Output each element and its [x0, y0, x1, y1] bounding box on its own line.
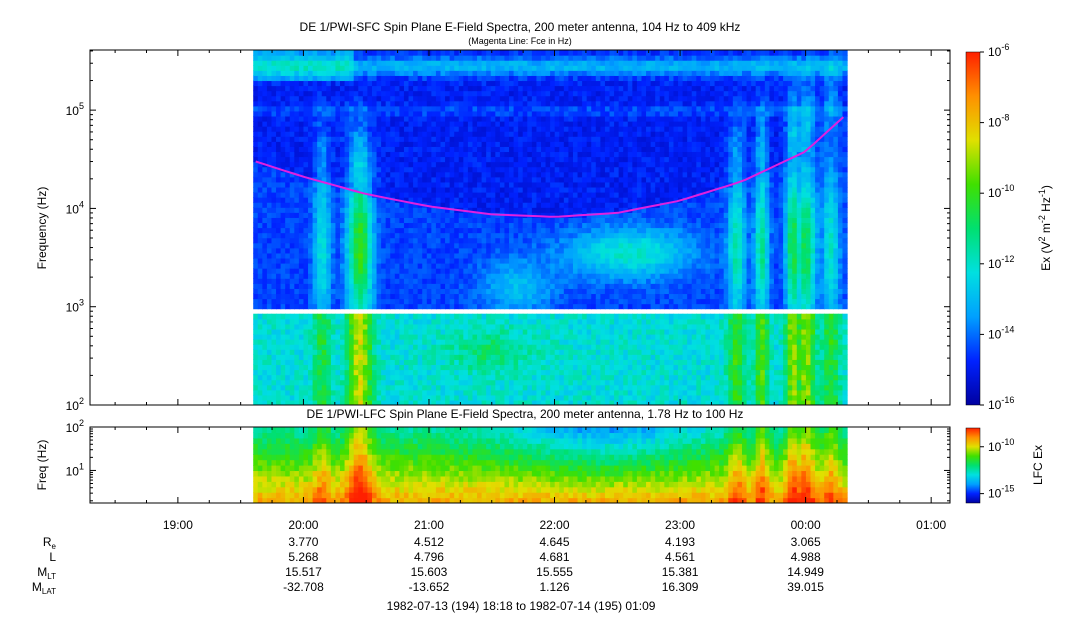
ephem-value: -32.708	[283, 580, 324, 594]
lfc-heatmap	[253, 427, 848, 503]
lfc-ytick-label-1: 102	[66, 418, 84, 435]
ephem-value: 4.512	[414, 535, 444, 549]
time-tick-label-6: 01:00	[916, 518, 946, 532]
sfc-colorbar-tick-3: 10-12	[988, 254, 1014, 271]
ephem-value: 1.126	[540, 580, 570, 594]
sfc-colorbar-tick-4: 10-14	[988, 324, 1014, 341]
fce-line	[255, 116, 844, 218]
sfc-subtitle: (Magenta Line: Fce in Hz)	[468, 36, 572, 46]
sfc-colorbar-tick-2: 10-10	[988, 183, 1014, 200]
ephem-value: 5.268	[288, 550, 318, 564]
ephem-value: 4.988	[791, 550, 821, 564]
ephem-value: 15.555	[536, 565, 573, 579]
sfc-ylabel: Frequency (Hz)	[35, 187, 49, 270]
sfc-ytick-label-3: 105	[66, 101, 84, 118]
sfc-colorbar-tick-0: 10-6	[988, 42, 1009, 59]
ephem-row-label-0: Re	[43, 535, 57, 551]
lfc-colorbar-label: LFC Ex	[1031, 445, 1045, 485]
sfc-ytick-label-0: 102	[66, 396, 84, 413]
ephem-value: 15.381	[662, 565, 699, 579]
time-tick-label-3: 22:00	[540, 518, 570, 532]
time-tick-label-0: 19:00	[163, 518, 193, 532]
sfc-title: DE 1/PWI-SFC Spin Plane E-Field Spectra,…	[300, 20, 741, 34]
sfc-ytick-label-1: 103	[66, 298, 84, 315]
sfc-plot-frame	[89, 49, 951, 406]
ephem-value: 3.065	[791, 535, 821, 549]
ephem-value: 4.193	[665, 535, 695, 549]
ephem-value: 14.949	[787, 565, 824, 579]
ephem-value: 16.309	[662, 580, 699, 594]
sfc-ytick-label-2: 104	[66, 199, 84, 216]
date-range: 1982-07-13 (194) 18:18 to 1982-07-14 (19…	[387, 599, 656, 613]
time-tick-label-1: 20:00	[288, 518, 318, 532]
ephem-value: -13.652	[409, 580, 450, 594]
ephem-value: 4.681	[540, 550, 570, 564]
ephem-value: 15.517	[285, 565, 322, 579]
ephem-row-label-1: L	[49, 550, 56, 564]
ephem-value: 4.796	[414, 550, 444, 564]
ephem-value: 4.561	[665, 550, 695, 564]
ephem-value: 15.603	[411, 565, 448, 579]
sfc-heatmap	[253, 50, 848, 405]
ephem-value: 4.645	[540, 535, 570, 549]
time-tick-label-2: 21:00	[414, 518, 444, 532]
time-tick-label-4: 23:00	[665, 518, 695, 532]
ephem-row-label-3: MLAT	[32, 580, 56, 596]
lfc-colorbar-tick-1: 10-15	[988, 484, 1014, 501]
lfc-ylabel: Freq (Hz)	[35, 440, 49, 491]
sfc-colorbar-label: Ex (V2 m-2 Hz-1)	[1037, 185, 1053, 271]
ephem-row-label-2: MLT	[37, 565, 56, 581]
lfc-colorbar	[965, 427, 981, 504]
lfc-colorbar-tick-0: 10-10	[988, 437, 1014, 454]
lfc-title: DE 1/PWI-LFC Spin Plane E-Field Spectra,…	[307, 407, 744, 421]
sfc-colorbar-tick-1: 10-8	[988, 113, 1009, 130]
sfc-colorbar-tick-5: 10-16	[988, 395, 1014, 412]
ephem-value: 39.015	[787, 580, 824, 594]
time-tick-label-5: 00:00	[791, 518, 821, 532]
ephem-value: 3.770	[288, 535, 318, 549]
lfc-plot-frame	[89, 426, 951, 504]
lfc-ytick-label-0: 101	[66, 461, 84, 478]
sfc-colorbar	[965, 51, 981, 406]
